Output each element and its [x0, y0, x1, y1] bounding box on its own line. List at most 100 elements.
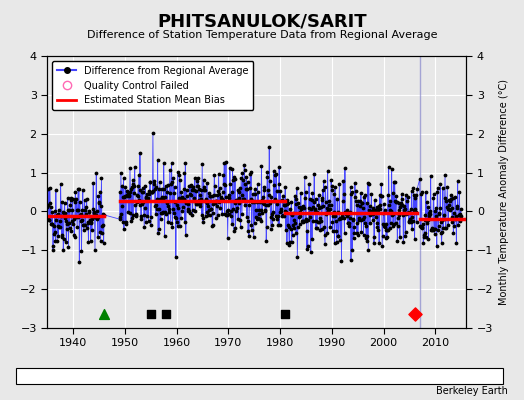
Point: [280, 213, 289, 220]
Point: [373, 220, 381, 226]
Point: [253, 216, 261, 222]
Point: [313, 225, 321, 232]
Point: [439, 185, 447, 191]
Point: [81, 222, 90, 228]
Point: [285, 224, 293, 230]
Point: [187, 183, 195, 190]
Point: [221, 182, 230, 188]
Point: [58, 198, 66, 205]
Point: [139, 212, 148, 218]
Point: [268, 209, 277, 215]
Point: [191, 175, 199, 182]
Point: [209, 222, 217, 228]
Point: [170, 184, 179, 190]
Point: [228, 177, 237, 183]
Point: [62, 218, 70, 224]
Point: [360, 194, 368, 200]
Point: [296, 221, 304, 227]
Point: [147, 214, 156, 220]
Point: [430, 191, 438, 198]
Point: [343, 220, 352, 227]
Point: [243, 185, 252, 192]
Point: [95, 199, 104, 206]
Point: [437, 230, 445, 236]
Point: [344, 211, 353, 217]
Point: [99, 222, 107, 228]
Point: [281, 184, 289, 190]
Point: [93, 208, 101, 214]
Point: [173, 169, 182, 175]
Point: [338, 214, 346, 221]
Point: [171, 198, 180, 205]
Point: [354, 198, 363, 204]
Point: [195, 203, 204, 209]
Point: [326, 224, 334, 230]
Point: [308, 190, 316, 196]
Point: [52, 187, 60, 194]
Point: [60, 236, 68, 242]
Point: [43, 215, 52, 222]
Point: [174, 205, 182, 212]
Point: [235, 195, 243, 202]
Point: [409, 218, 417, 224]
Point: [417, 190, 425, 197]
Point: [321, 241, 329, 248]
Point: [309, 204, 317, 211]
Point: [74, 214, 83, 220]
Point: [447, 205, 456, 211]
Point: [54, 206, 63, 213]
Point: [231, 176, 239, 182]
Point: [186, 210, 194, 216]
Point: [46, 200, 54, 206]
Point: [382, 235, 390, 241]
Point: [122, 188, 130, 195]
Point: [166, 190, 174, 197]
Point: [369, 211, 377, 218]
Text: ■: ■: [377, 368, 388, 380]
Point: [145, 191, 153, 198]
Point: [68, 207, 77, 214]
Point: [63, 221, 71, 227]
Point: [44, 202, 52, 208]
Point: [398, 196, 406, 202]
Point: [181, 160, 190, 166]
Point: [367, 211, 375, 217]
Point: [123, 193, 132, 199]
Point: [310, 170, 319, 177]
Point: [392, 199, 400, 206]
Point: [138, 201, 146, 208]
Point: [409, 185, 418, 191]
Text: Difference of Station Temperature Data from Regional Average: Difference of Station Temperature Data f…: [87, 30, 437, 40]
Point: [389, 211, 398, 217]
Point: [425, 213, 433, 220]
Point: [412, 209, 420, 215]
Point: [303, 243, 312, 249]
Point: [216, 185, 224, 192]
Point: [127, 186, 136, 192]
Point: [370, 240, 378, 246]
Point: [380, 207, 389, 213]
Point: [136, 186, 145, 193]
Point: [132, 210, 140, 217]
Point: [436, 181, 444, 187]
Point: [257, 218, 265, 225]
Point: [308, 197, 316, 203]
Point: [135, 172, 143, 178]
Point: [444, 222, 452, 229]
Point: [173, 219, 181, 226]
Point: [427, 173, 435, 180]
Point: [212, 198, 221, 204]
Point: [275, 164, 283, 170]
Point: [160, 186, 168, 193]
Point: [278, 196, 287, 203]
Text: Empirical Break: Empirical Break: [393, 369, 470, 379]
Point: [244, 218, 253, 224]
Point: [122, 220, 130, 227]
Point: [191, 208, 200, 214]
Point: [121, 193, 129, 199]
Point: [276, 222, 284, 228]
Point: [208, 193, 216, 200]
Point: [231, 199, 239, 206]
Point: [424, 204, 432, 211]
Point: [72, 214, 80, 220]
